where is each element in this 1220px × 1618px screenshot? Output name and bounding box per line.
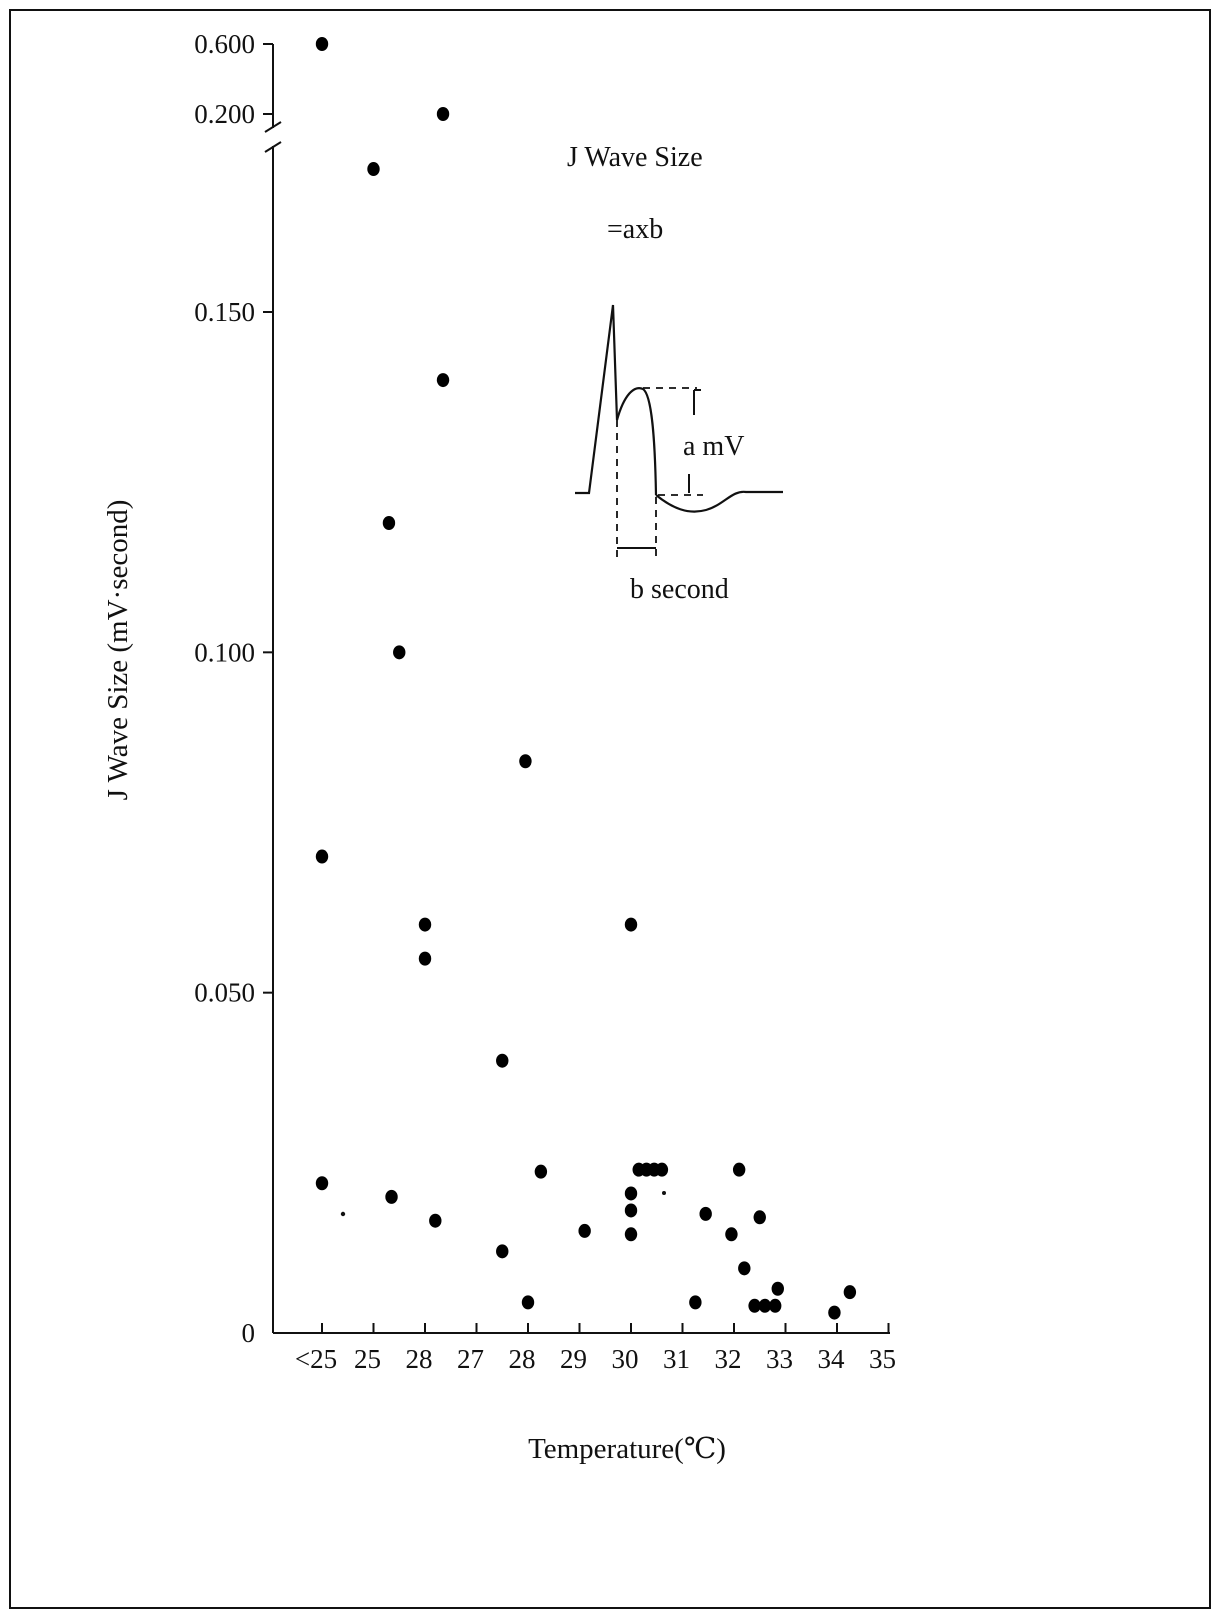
data-point [418, 917, 432, 932]
data-point [436, 107, 450, 121]
x-tick-label: 32 [715, 1344, 742, 1374]
data-point [732, 1162, 746, 1177]
x-tick-label: 30 [612, 1344, 639, 1374]
speck [662, 1191, 666, 1195]
y-axis-break-mark-bottom [264, 141, 282, 153]
y-axis-break-mark-top [264, 121, 282, 133]
data-point [738, 1261, 751, 1276]
data-point [828, 1305, 841, 1320]
st-segment [655, 490, 783, 513]
data-point [367, 162, 380, 177]
x-tick-label: 28 [509, 1344, 536, 1374]
data-point [624, 1203, 638, 1218]
x-tick-label: <25 [295, 1344, 337, 1374]
data-point [429, 1213, 442, 1228]
y-tick-label: 0.050 [194, 978, 255, 1008]
y-tick-label: 0.600 [194, 29, 255, 59]
data-point [624, 917, 638, 932]
outer-frame [9, 9, 1211, 1609]
x-tick-label: 28 [406, 1344, 433, 1374]
data-point [496, 1053, 509, 1068]
data-point [418, 951, 432, 966]
data-point [725, 1227, 738, 1242]
data-point [578, 1223, 591, 1238]
data-point [689, 1295, 702, 1310]
x-tick-label: 34 [818, 1344, 846, 1374]
y-tick-label: 0.200 [194, 99, 255, 129]
y-axis-ticks: 0 0.050 0.100 0.150 0.200 0.600 [194, 29, 273, 1348]
data-point [771, 1281, 784, 1296]
x-tick-label: 35 [869, 1344, 896, 1374]
label-b: b second [630, 574, 729, 605]
data-point [496, 1244, 509, 1259]
data-point [758, 1298, 772, 1313]
scatter-points [315, 37, 857, 1320]
data-point [393, 645, 406, 660]
data-point [769, 1298, 782, 1313]
y-tick-label: 0.150 [194, 297, 255, 327]
x-axis-title: Temperature(℃) [528, 1433, 726, 1465]
inset-title: J Wave Size [567, 142, 703, 173]
data-point [315, 37, 329, 51]
y-axis-title: J Wave Size (mV·second) [102, 500, 134, 801]
data-point [624, 1186, 638, 1201]
data-point [436, 373, 450, 388]
data-point [655, 1162, 669, 1177]
data-point [624, 1227, 638, 1242]
data-point [843, 1285, 857, 1300]
x-tick-label: 27 [457, 1344, 484, 1374]
data-point [385, 1189, 398, 1204]
data-point [315, 849, 329, 864]
data-point [521, 1295, 535, 1310]
y-tick-label: 0.100 [194, 637, 255, 667]
label-a: a mV [683, 431, 744, 462]
inset-formula: =axb [607, 214, 663, 245]
x-axis-ticks: <25 25 28 27 28 29 30 31 32 33 34 35 [295, 1323, 896, 1374]
data-point [753, 1210, 766, 1225]
x-tick-label: 33 [766, 1344, 793, 1374]
speck [340, 1211, 346, 1217]
ecg-waveform [575, 304, 619, 495]
x-tick-label: 25 [354, 1344, 381, 1374]
data-point [382, 516, 396, 531]
data-point [748, 1298, 761, 1313]
data-point [315, 1176, 329, 1191]
x-tick-label: 29 [560, 1344, 587, 1374]
j-wave-hump [615, 387, 658, 496]
data-point [534, 1164, 548, 1179]
j-wave-inset: J Wave Size =axb a mV b second [567, 142, 783, 605]
data-point [699, 1206, 712, 1221]
data-point [519, 754, 532, 769]
y-tick-label: 0 [242, 1318, 256, 1348]
x-tick-label: 31 [663, 1344, 690, 1374]
